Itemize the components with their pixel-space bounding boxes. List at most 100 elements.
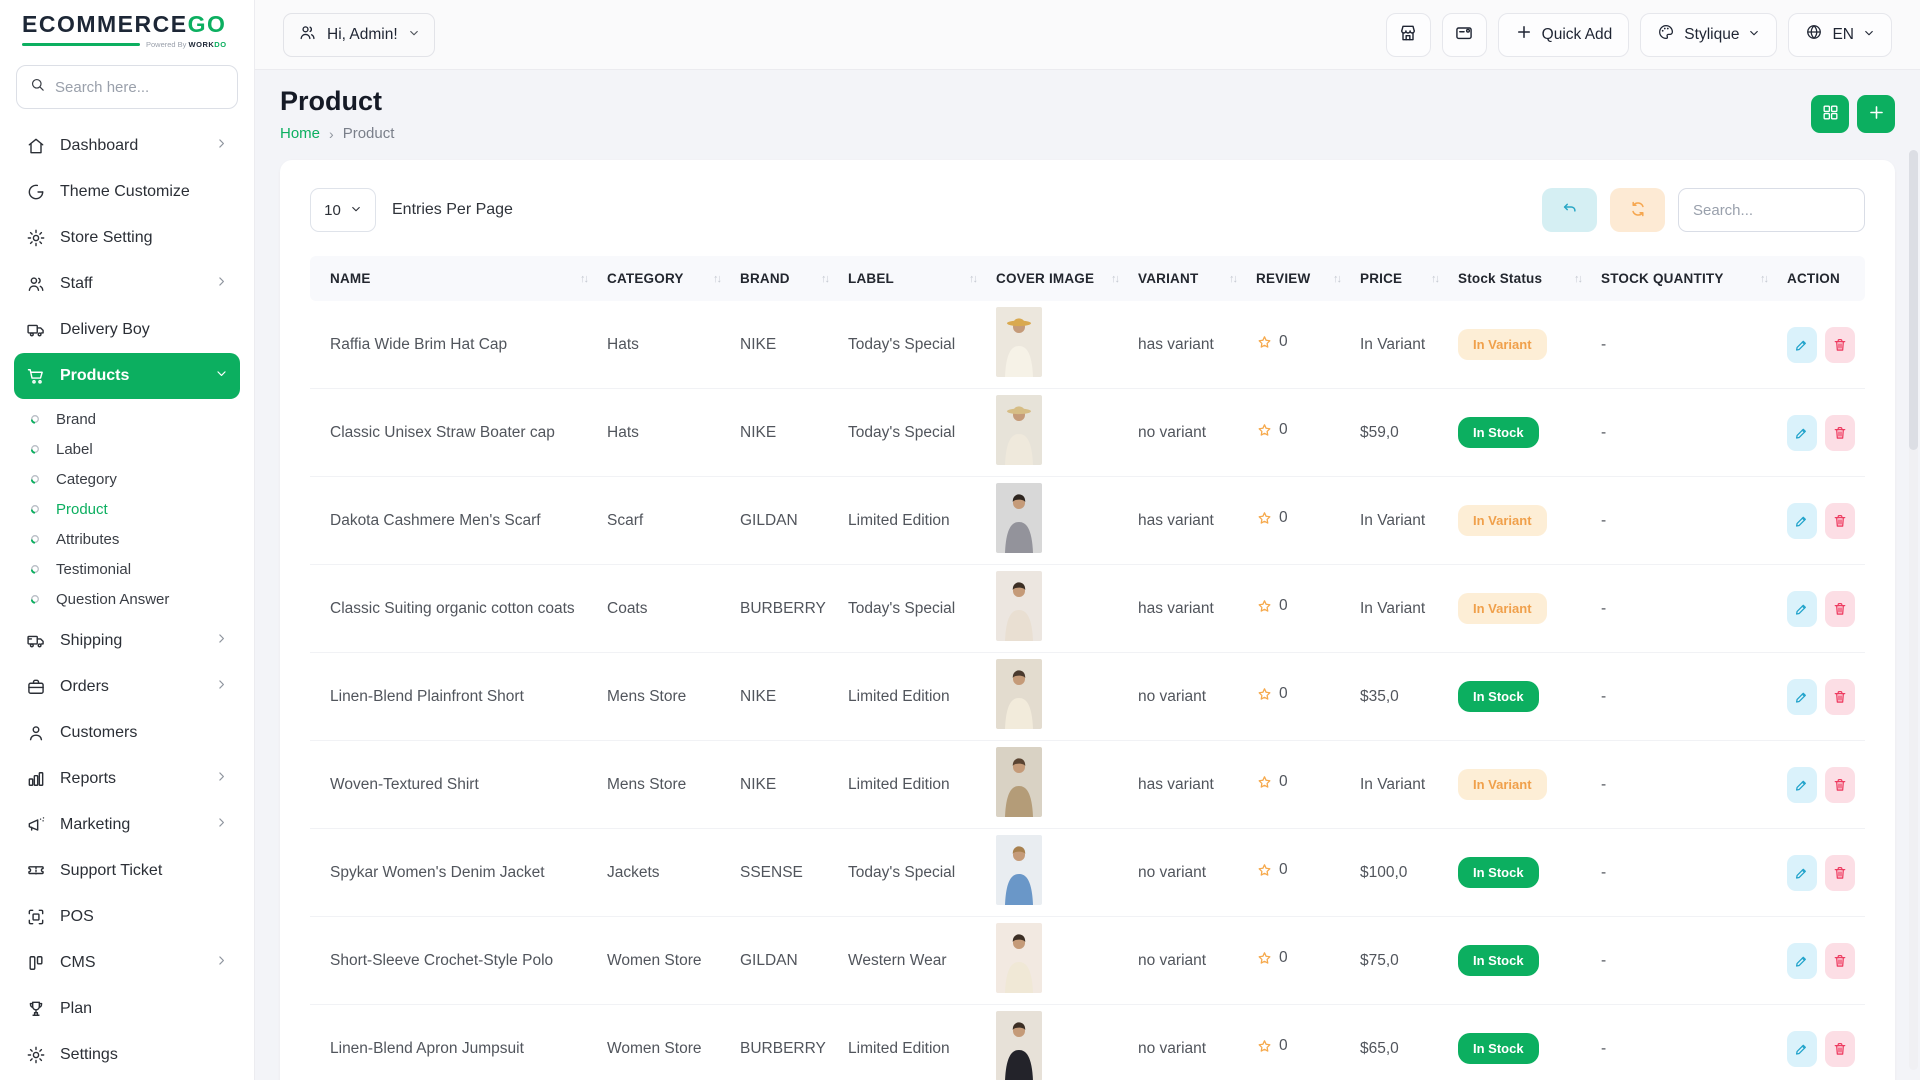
delete-button[interactable] [1825, 502, 1855, 539]
sort-icon[interactable]: ↑↓ [1229, 272, 1238, 285]
product-cover-image[interactable] [996, 1011, 1042, 1080]
sidebar-item-store-setting[interactable]: Store Setting [14, 215, 240, 261]
sort-icon[interactable]: ↑↓ [1111, 272, 1120, 285]
column-header-category[interactable]: CATEGORY ↑↓ [607, 256, 740, 301]
edit-button[interactable] [1787, 766, 1817, 803]
edit-button[interactable] [1787, 942, 1817, 979]
breadcrumb-home-link[interactable]: Home [280, 125, 321, 142]
store-switcher-button[interactable]: Stylique [1640, 12, 1778, 57]
user-menu-button[interactable]: Hi, Admin! [283, 12, 435, 57]
quick-add-button[interactable]: Quick Add [1497, 12, 1630, 57]
delete-button[interactable] [1825, 1030, 1855, 1067]
sidebar-item-plan[interactable]: Plan [14, 986, 240, 1032]
edit-button[interactable] [1787, 326, 1817, 363]
sort-icon[interactable]: ↑↓ [821, 272, 830, 285]
chevron-down-icon [408, 26, 420, 44]
sidebar-item-marketing[interactable]: Marketing [14, 802, 240, 848]
add-product-button[interactable] [1857, 95, 1895, 133]
column-header-stock_quantity[interactable]: STOCK QUANTITY ↑↓ [1601, 256, 1787, 301]
sort-icon[interactable]: ↑↓ [1574, 272, 1583, 285]
sidebar-item-cms[interactable]: CMS [14, 940, 240, 986]
chevron-right-icon [215, 954, 228, 972]
table-search-input[interactable] [1678, 188, 1865, 232]
sidebar-item-support-ticket[interactable]: Support Ticket [14, 848, 240, 894]
sidebar-item-products[interactable]: Products [14, 353, 240, 400]
sidebar-item-delivery-boy[interactable]: Delivery Boy [14, 307, 240, 353]
sort-icon[interactable]: ↑↓ [969, 272, 978, 285]
sidebar-item-orders[interactable]: Orders [14, 664, 240, 710]
page-scrollbar[interactable] [1909, 150, 1918, 1070]
column-header-cover[interactable]: COVER IMAGE ↑↓ [996, 256, 1138, 301]
product-cover-image[interactable] [996, 395, 1042, 465]
entries-per-page-select[interactable]: 10 [310, 188, 376, 232]
column-header-stock_status[interactable]: Stock Status ↑↓ [1458, 256, 1601, 301]
edit-button[interactable] [1787, 678, 1817, 715]
language-button[interactable]: EN [1788, 12, 1892, 57]
product-cover-image[interactable] [996, 747, 1042, 817]
product-cover-image[interactable] [996, 659, 1042, 729]
product-cover-image[interactable] [996, 307, 1042, 377]
sidebar-item-settings[interactable]: Settings [14, 1032, 240, 1078]
sort-icon[interactable]: ↑↓ [580, 272, 589, 285]
sidebar-subitem-label[interactable]: Label [14, 434, 240, 464]
app-logo[interactable]: ECOMMERCEGO Powered By WORKDO [0, 0, 254, 53]
delete-button[interactable] [1825, 678, 1855, 715]
stock-status-badge: In Stock [1458, 417, 1539, 448]
cell-brand: SSENSE [740, 828, 848, 917]
column-header-name[interactable]: NAME ↑↓ [310, 256, 607, 301]
refresh-button[interactable] [1610, 188, 1665, 232]
sort-icon[interactable]: ↑↓ [1431, 272, 1440, 285]
home-icon [26, 136, 46, 156]
delete-button[interactable] [1825, 766, 1855, 803]
sidebar-subitem-question-answer[interactable]: Question Answer [14, 584, 240, 614]
undo-button[interactable] [1542, 188, 1597, 232]
sidebar-item-staff[interactable]: Staff [14, 261, 240, 307]
sidebar-subitem-product[interactable]: Product [14, 494, 240, 524]
column-header-variant[interactable]: VARIANT ↑↓ [1138, 256, 1256, 301]
sidebar-subitem-category[interactable]: Category [14, 464, 240, 494]
edit-button[interactable] [1787, 502, 1817, 539]
product-cover-image[interactable] [996, 571, 1042, 641]
messages-button[interactable] [1441, 12, 1487, 57]
sidebar-item-theme-customize[interactable]: Theme Customize [14, 169, 240, 215]
cell-stock-quantity: - [1601, 476, 1787, 565]
trash-icon [1832, 337, 1848, 353]
grid-view-button[interactable] [1811, 95, 1849, 133]
edit-button[interactable] [1787, 414, 1817, 451]
cell-label: Limited Edition [848, 476, 996, 565]
edit-button[interactable] [1787, 854, 1817, 891]
storefront-button[interactable] [1385, 12, 1431, 57]
cell-review: 0 [1256, 1004, 1360, 1080]
sidebar-subitem-attributes[interactable]: Attributes [14, 524, 240, 554]
sidebar-search-input[interactable] [55, 78, 254, 96]
cell-stock-status: In Stock [1458, 916, 1601, 1005]
column-header-price[interactable]: PRICE ↑↓ [1360, 256, 1458, 301]
delete-button[interactable] [1825, 854, 1855, 891]
delete-button[interactable] [1825, 942, 1855, 979]
sort-icon[interactable]: ↑↓ [1760, 272, 1769, 285]
column-header-label[interactable]: LABEL ↑↓ [848, 256, 996, 301]
sort-icon[interactable]: ↑↓ [713, 272, 722, 285]
product-cover-image[interactable] [996, 835, 1042, 905]
sidebar-subitem-testimonial[interactable]: Testimonial [14, 554, 240, 584]
sidebar-item-pos[interactable]: POS [14, 894, 240, 940]
sidebar-item-shipping[interactable]: Shipping [14, 618, 240, 664]
sidebar-item-reports[interactable]: Reports [14, 756, 240, 802]
delete-button[interactable] [1825, 590, 1855, 627]
cell-stock-quantity: - [1601, 564, 1787, 653]
product-cover-image[interactable] [996, 483, 1042, 553]
delete-button[interactable] [1825, 414, 1855, 451]
sidebar-item-dashboard[interactable]: Dashboard [14, 123, 240, 169]
column-header-brand[interactable]: BRAND ↑↓ [740, 256, 848, 301]
product-cover-image[interactable] [996, 923, 1042, 993]
column-header-review[interactable]: REVIEW ↑↓ [1256, 256, 1360, 301]
sort-icon[interactable]: ↑↓ [1333, 272, 1342, 285]
sidebar-subitem-brand[interactable]: Brand [14, 404, 240, 434]
cell-variant: no variant [1138, 1004, 1256, 1080]
sidebar-item-customers[interactable]: Customers [14, 710, 240, 756]
delete-button[interactable] [1825, 326, 1855, 363]
scrollbar-thumb[interactable] [1909, 150, 1918, 450]
edit-button[interactable] [1787, 590, 1817, 627]
cell-cover-image [996, 828, 1138, 917]
edit-button[interactable] [1787, 1030, 1817, 1067]
